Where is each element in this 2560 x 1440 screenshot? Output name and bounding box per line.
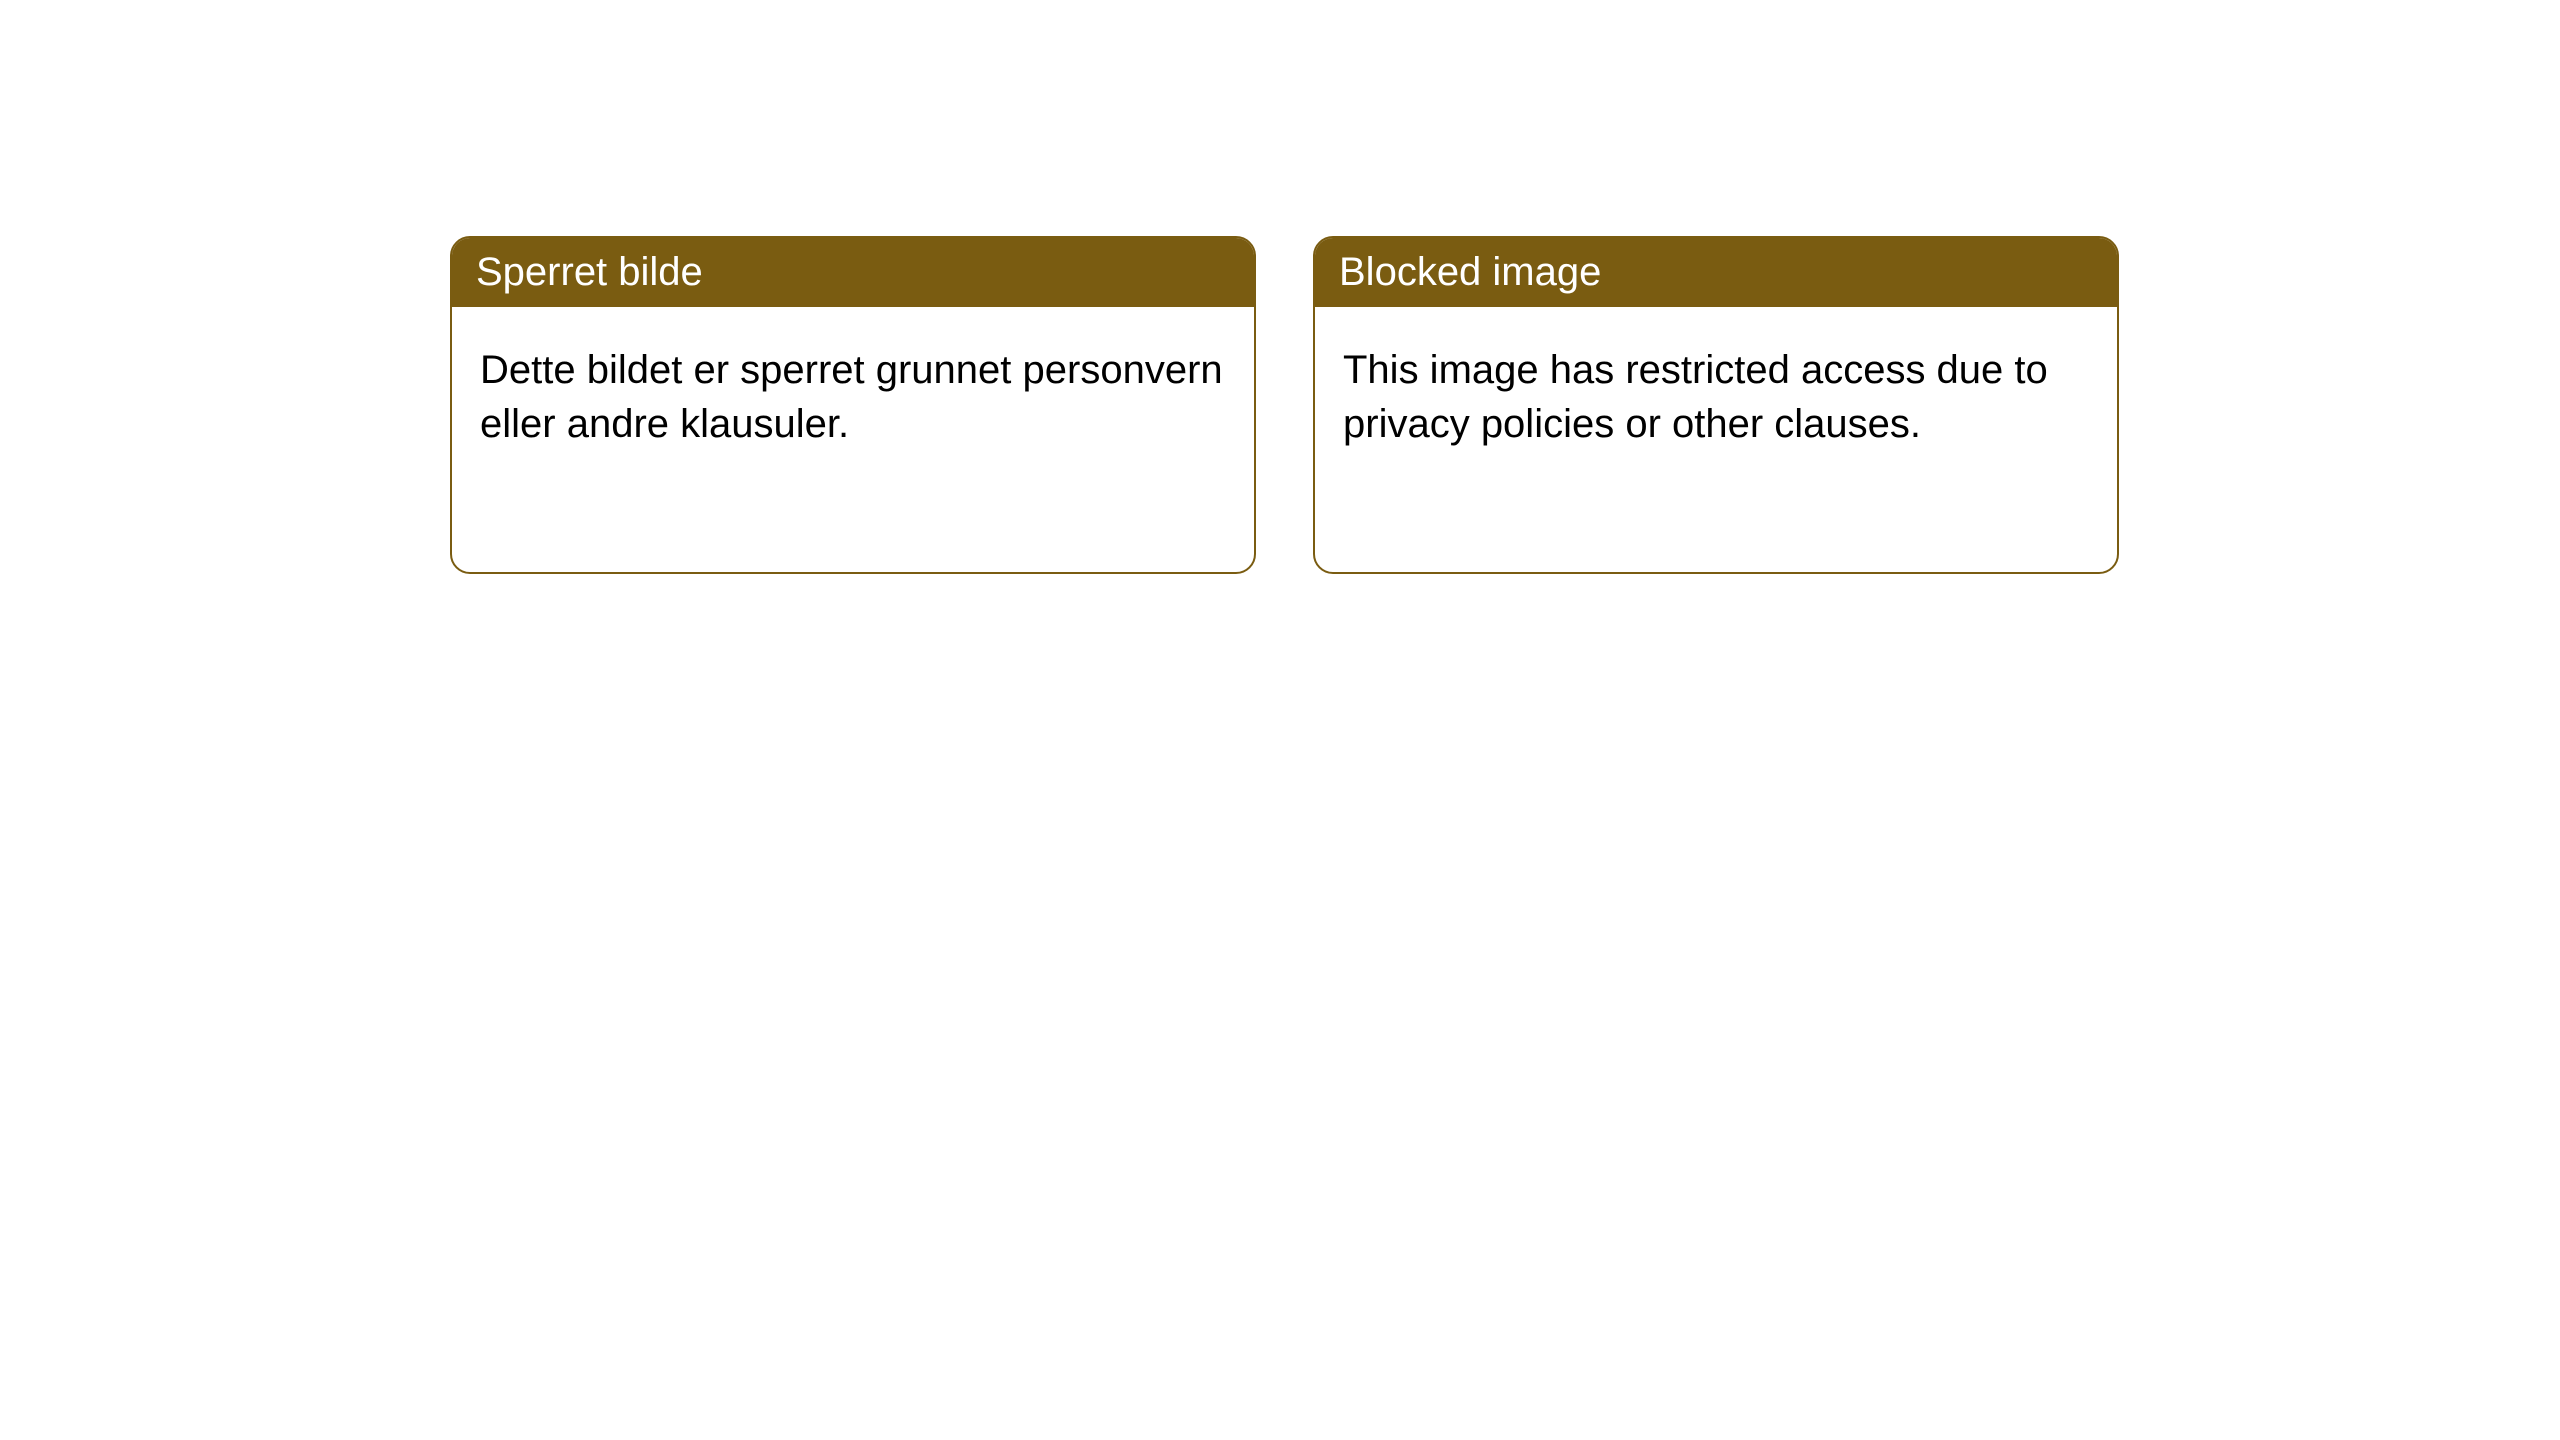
card-body-text: This image has restricted access due to … bbox=[1343, 348, 2048, 446]
notice-cards-container: Sperret bilde Dette bildet er sperret gr… bbox=[450, 236, 2119, 574]
card-header-text: Blocked image bbox=[1339, 250, 1601, 294]
card-header: Sperret bilde bbox=[452, 238, 1254, 307]
card-body: Dette bildet er sperret grunnet personve… bbox=[452, 307, 1254, 487]
card-body-text: Dette bildet er sperret grunnet personve… bbox=[480, 348, 1223, 446]
card-header-text: Sperret bilde bbox=[476, 250, 703, 294]
notice-card-english: Blocked image This image has restricted … bbox=[1313, 236, 2119, 574]
notice-card-norwegian: Sperret bilde Dette bildet er sperret gr… bbox=[450, 236, 1256, 574]
card-body: This image has restricted access due to … bbox=[1315, 307, 2117, 487]
card-header: Blocked image bbox=[1315, 238, 2117, 307]
